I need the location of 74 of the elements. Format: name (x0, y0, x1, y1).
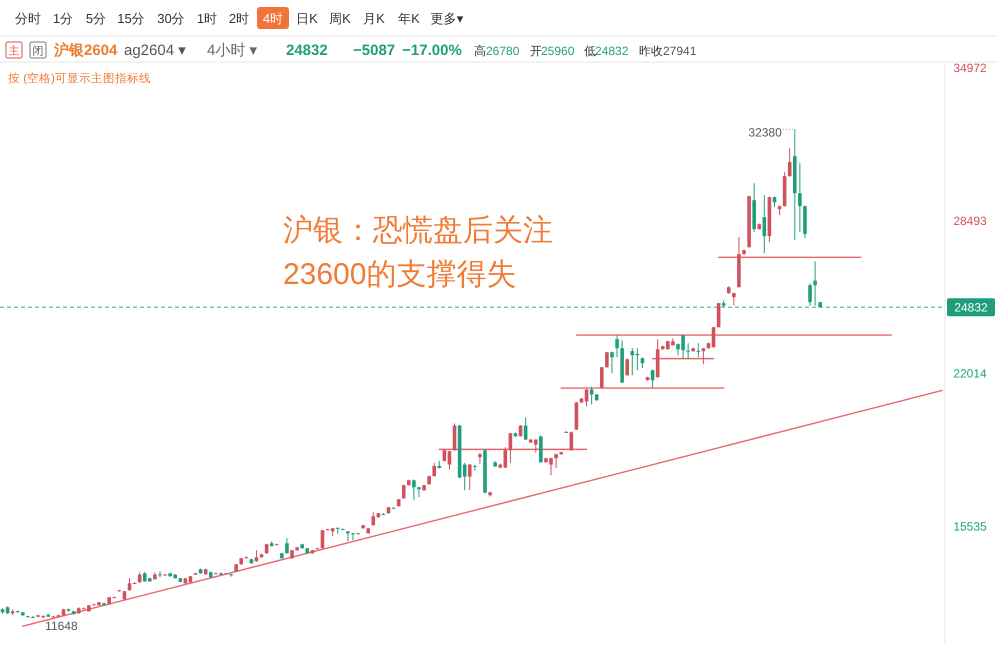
text: 2时 (228, 11, 250, 26)
annotation: 沪银：恐慌盘后关注 (283, 214, 553, 247)
candlestick (590, 386, 594, 406)
text: 24832 (595, 44, 629, 58)
candlestick (808, 282, 812, 306)
candlestick (478, 452, 482, 464)
text: 昨收 (639, 44, 663, 58)
candlestick (138, 572, 142, 584)
text: 闭 (32, 46, 44, 58)
candlestick (640, 356, 644, 369)
candlestick (285, 538, 289, 554)
y-tick-label: 15535 (953, 519, 988, 534)
candlestick (772, 196, 776, 208)
text: 30分 (157, 11, 185, 26)
y-tick-label: 28493 (953, 214, 988, 228)
candlestick (605, 351, 609, 368)
text: 开 (530, 44, 542, 58)
text: 日K (296, 11, 318, 26)
candlestick (650, 369, 654, 388)
text: 4小时 ▾ (207, 42, 258, 59)
text: 4时 (262, 11, 284, 26)
candlestick (778, 205, 782, 216)
candlestick (508, 432, 512, 464)
ref-line-label: 24832 (954, 300, 988, 315)
text: 低 (584, 44, 596, 58)
candlestick (402, 484, 406, 500)
chart-subtitle: ag2604 ▾ (124, 42, 186, 59)
candlestick (686, 342, 690, 360)
annotation: 23600的支撑得失 (283, 258, 516, 291)
annotation: 32380 (748, 125, 782, 140)
candlestick (615, 334, 619, 358)
candlestick (788, 148, 792, 178)
text: 主 (8, 44, 20, 58)
candlestick (554, 453, 558, 468)
text: 年K (398, 11, 420, 26)
candlestick (254, 550, 258, 562)
text: 周K (329, 11, 352, 26)
candlestick (417, 486, 421, 498)
text: 27941 (663, 44, 697, 58)
candlestick (468, 463, 472, 491)
candlestick (696, 342, 700, 358)
text: −17.00% (402, 42, 462, 59)
candlestick (600, 366, 604, 389)
candlestick (412, 479, 416, 501)
text: 26780 (486, 44, 520, 58)
candlestick (610, 351, 614, 374)
candlestick (518, 424, 522, 438)
candlestick (264, 543, 268, 554)
candlestick (346, 530, 350, 542)
text: 分时 (15, 11, 41, 26)
chart-title: 沪银2604 (53, 41, 118, 59)
candlestick (798, 162, 802, 233)
candlestick (570, 430, 574, 452)
candlestick (524, 416, 528, 441)
text: 1时 (196, 11, 218, 26)
y-tick-label: 34972 (953, 61, 988, 76)
text: 15分 (117, 11, 145, 26)
candlestick (320, 529, 324, 550)
candlestick (732, 292, 736, 306)
candlestick (625, 358, 629, 376)
annotation: 11648 (45, 618, 78, 633)
text: −5087 (353, 42, 396, 59)
y-tick-label: 22014 (953, 366, 988, 381)
text: 高 (474, 44, 486, 58)
text: 1分 (52, 11, 74, 26)
annotation: 按 (空格)可显示主图指标线 (8, 71, 151, 85)
candlestick (702, 347, 706, 365)
text: 更多▾ (430, 11, 464, 26)
text: 24832 (286, 42, 328, 59)
text: 25960 (541, 44, 575, 58)
text: 月K (363, 11, 386, 26)
text: 5分 (86, 11, 106, 26)
candlestick (432, 462, 436, 478)
candlestick (762, 194, 766, 254)
